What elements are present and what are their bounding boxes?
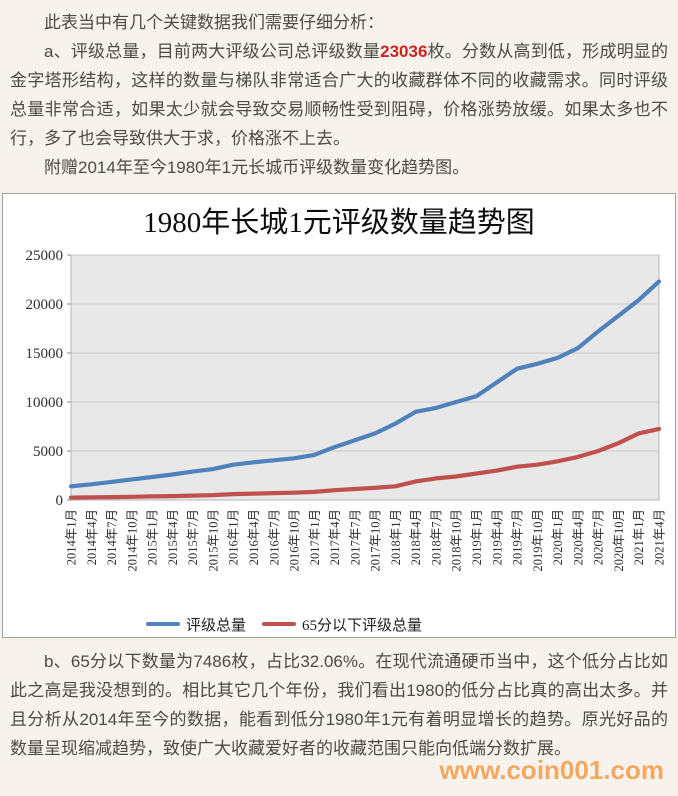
paragraph-a-prefix: a、评级总量，目前两大评级公司总评级数量 bbox=[44, 42, 381, 61]
series-line-0 bbox=[68, 279, 662, 489]
y-tick-label: 10000 bbox=[26, 395, 64, 411]
x-tick-label: 2019年1月 bbox=[470, 509, 484, 565]
x-tick-label: 2018年1月 bbox=[389, 509, 403, 565]
x-tick-label: 2015年7月 bbox=[186, 509, 200, 565]
plot-area bbox=[70, 254, 660, 501]
y-tick-label: 20000 bbox=[26, 297, 64, 313]
x-tick-label: 2015年10月 bbox=[206, 509, 220, 572]
x-tick-label: 2020年10月 bbox=[612, 509, 626, 572]
x-tick-label: 2014年10月 bbox=[125, 509, 139, 572]
x-tick-label: 2021年1月 bbox=[632, 509, 646, 565]
x-tick-label: 2018年7月 bbox=[429, 509, 443, 565]
paragraph-a: a、评级总量，目前两大评级公司总评级数量23036枚。分数从高到低，形成明显的金… bbox=[10, 37, 668, 153]
legend-swatch-below65 bbox=[262, 622, 296, 626]
y-tick-label: 25000 bbox=[26, 248, 64, 264]
x-tick-label: 2019年4月 bbox=[490, 509, 504, 565]
analysis-text-block: b、65分以下数量为7486枚，占比32.06%。在现代流通硬币当中，这个低分占… bbox=[10, 638, 668, 763]
x-tick-label: 2017年4月 bbox=[328, 509, 342, 565]
x-tick-label: 2017年1月 bbox=[308, 509, 322, 565]
watermark: www.coin001.com bbox=[439, 755, 664, 785]
paragraph-intro: 此表当中有几个关键数据我们需要仔细分析： bbox=[44, 13, 384, 32]
legend-item-total: 评级总量 bbox=[145, 614, 246, 635]
chart-title: 1980年长城1元评级数量趋势图 bbox=[143, 207, 535, 239]
x-tick-label: 2020年7月 bbox=[592, 509, 606, 565]
paragraph-a-suffix: 枚。分数从高到低，形成明显的金字塔形结构，这样的数量与梯队非常适合广大的收藏群体… bbox=[10, 42, 668, 148]
x-tick-label: 2020年4月 bbox=[571, 509, 585, 565]
legend-item-below65: 65分以下评级总量 bbox=[262, 614, 422, 635]
x-tick-label: 2016年7月 bbox=[267, 509, 281, 565]
legend-label-below65: 65分以下评级总量 bbox=[302, 617, 423, 634]
paragraph-chart-note: 附赠2014年至今1980年1元长城币评级数量变化趋势图。 bbox=[44, 158, 470, 177]
x-tick-label: 2017年10月 bbox=[369, 509, 383, 572]
y-tick-label: 0 bbox=[56, 493, 64, 509]
x-tick-label: 2015年1月 bbox=[146, 509, 160, 565]
x-tick-label: 2016年4月 bbox=[247, 509, 261, 565]
x-tick-label: 2016年1月 bbox=[227, 509, 241, 565]
x-tick-label: 2020年1月 bbox=[551, 509, 565, 565]
x-tick-label: 2018年4月 bbox=[409, 509, 423, 565]
x-tick-label: 2019年7月 bbox=[511, 509, 525, 565]
legend-label-total: 评级总量 bbox=[185, 617, 246, 634]
x-tick-label: 2017年7月 bbox=[348, 509, 362, 565]
x-tick-label: 2018年10月 bbox=[450, 509, 464, 572]
x-tick-label: 2019年10月 bbox=[531, 509, 545, 572]
total-count-highlight: 23036 bbox=[380, 42, 428, 61]
y-tick-label: 5000 bbox=[33, 444, 63, 460]
x-tick-label: 2014年4月 bbox=[85, 509, 99, 565]
paragraph-b: b、65分以下数量为7486枚，占比32.06%。在现代流通硬币当中，这个低分占… bbox=[10, 652, 668, 758]
trend-chart-panel: 1980年长城1元评级数量趋势图 0 5000 10000 15000 20000 250… bbox=[2, 193, 676, 638]
x-tick-label: 2016年10月 bbox=[288, 509, 302, 572]
intro-text-block: 此表当中有几个关键数据我们需要仔细分析： a、评级总量，目前两大评级公司总评级数… bbox=[10, 0, 668, 182]
x-tick-label: 2014年7月 bbox=[105, 509, 119, 565]
x-tick-label: 2021年4月 bbox=[653, 509, 667, 565]
trend-chart-svg: 0 5000 10000 15000 20000 25000 2014年1月 2014年4月 2… bbox=[26, 248, 667, 572]
series-line-1 bbox=[68, 426, 662, 500]
x-tick-label: 2014年1月 bbox=[65, 509, 79, 565]
y-tick-label: 15000 bbox=[26, 346, 64, 362]
x-tick-label: 2015年4月 bbox=[166, 509, 180, 565]
chart-legend: 评级总量 65分以下评级总量 bbox=[0, 611, 620, 637]
legend-swatch-total bbox=[145, 622, 180, 626]
